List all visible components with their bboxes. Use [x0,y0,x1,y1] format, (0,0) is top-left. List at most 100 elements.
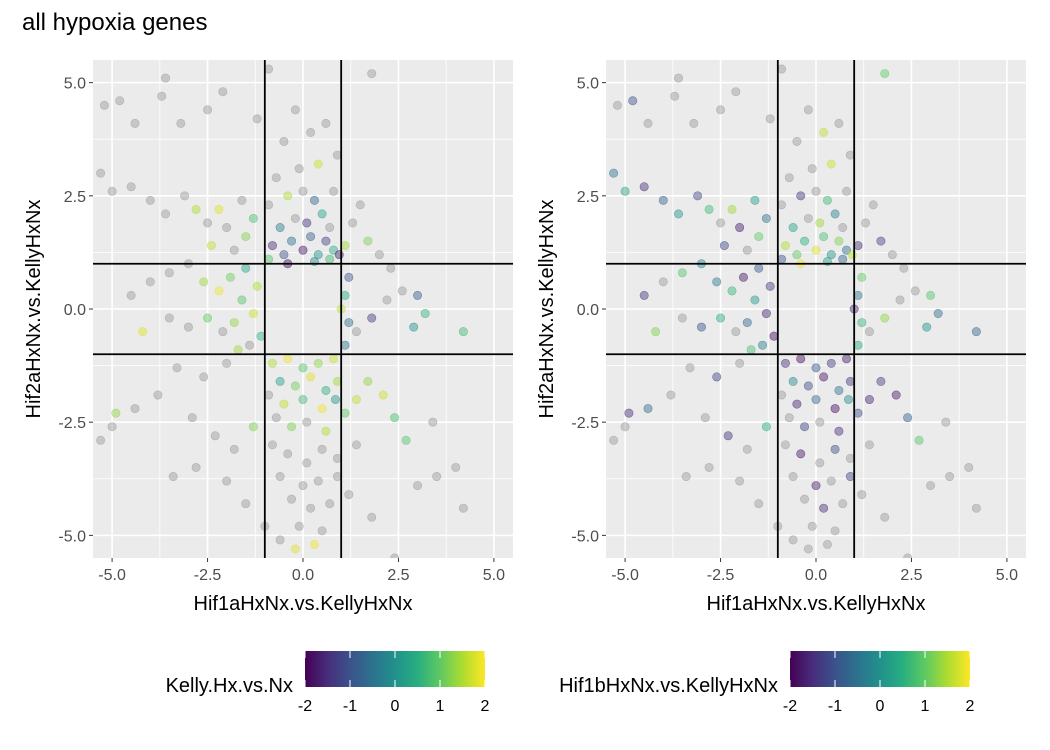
data-point [313,250,323,260]
y-tick-label: -5.0 [571,528,599,545]
data-point [864,440,874,450]
data-point [784,173,794,183]
colorbar-tick-label: 1 [921,698,930,715]
data-point [723,431,733,441]
data-point [287,494,297,504]
data-point [933,309,943,319]
data-point [325,223,335,233]
data-point [275,535,285,545]
data-point [99,100,109,110]
data-point [363,376,373,386]
data-point [910,286,920,296]
data-point [290,544,300,554]
data-point [674,73,684,83]
data-point [321,426,331,436]
data-point [287,422,297,432]
data-point [857,490,867,500]
data-point [887,250,897,260]
data-point [172,363,182,373]
data-point [390,553,400,558]
data-point [306,232,316,242]
data-point [218,87,228,97]
data-point [857,318,867,328]
y-axis-label: Hif2aHxNx.vs.KellyHxNx [536,200,558,419]
data-point [313,358,323,368]
data-point [926,290,936,300]
data-point [458,503,468,513]
data-point [658,195,668,205]
data-point [126,182,136,192]
data-point [290,381,300,391]
data-point [382,295,392,305]
data-point [199,277,209,287]
data-point [252,281,262,291]
data-point [677,268,687,278]
data-point [325,254,335,264]
data-point [420,309,430,319]
x-tick-label: -2.5 [707,567,735,584]
data-point [941,417,951,427]
data-point [313,159,323,169]
data-point [830,444,840,454]
data-point [811,186,821,196]
data-point [903,413,913,423]
data-point [830,526,840,536]
data-point [788,535,798,545]
data-point [788,223,798,233]
x-axis-label: Hif1aHxNx.vs.KellyHxNx [194,593,413,615]
figure-title: all hypoxia genes [22,9,207,36]
data-point [822,539,832,549]
data-point [317,444,327,454]
data-point [639,182,649,192]
data-point [811,363,821,373]
data-point [796,191,806,201]
data-point [807,521,817,531]
data-point [811,481,821,491]
data-point [351,327,361,337]
y-tick-label: 0.0 [64,302,86,319]
data-point [735,476,745,486]
data-point [742,444,752,454]
data-point [731,87,741,97]
y-tick-label: 2.5 [577,189,599,206]
data-point [800,236,810,246]
data-point [788,376,798,386]
data-point [241,499,251,509]
data-point [880,313,890,323]
x-tick-label: -5.0 [611,567,639,584]
data-point [758,340,768,350]
data-point [344,272,354,282]
data-point [716,105,726,115]
data-point [164,268,174,278]
data-point [351,440,361,450]
data-point [847,250,857,260]
data-point [716,218,726,228]
data-point [811,395,821,405]
data-point [390,413,400,423]
data-point [241,263,251,273]
data-point [298,245,308,255]
data-point [903,553,913,558]
data-point [229,444,239,454]
x-tick-label: 0.0 [292,567,314,584]
data-point [765,281,775,291]
data-point [294,164,304,174]
data-point [971,503,981,513]
data-point [834,426,844,436]
data-point [716,313,726,323]
data-point [731,327,741,337]
colorbar-tick-label: 1 [436,698,445,715]
data-point [386,263,396,273]
data-point [735,358,745,368]
data-point [206,241,216,251]
data-point [279,399,289,409]
data-point [880,69,890,79]
colorbar-tick-label: -1 [343,698,357,715]
data-point [803,213,813,223]
data-point [309,195,319,205]
data-point [298,481,308,491]
data-point [317,404,327,414]
data-point [738,272,748,282]
